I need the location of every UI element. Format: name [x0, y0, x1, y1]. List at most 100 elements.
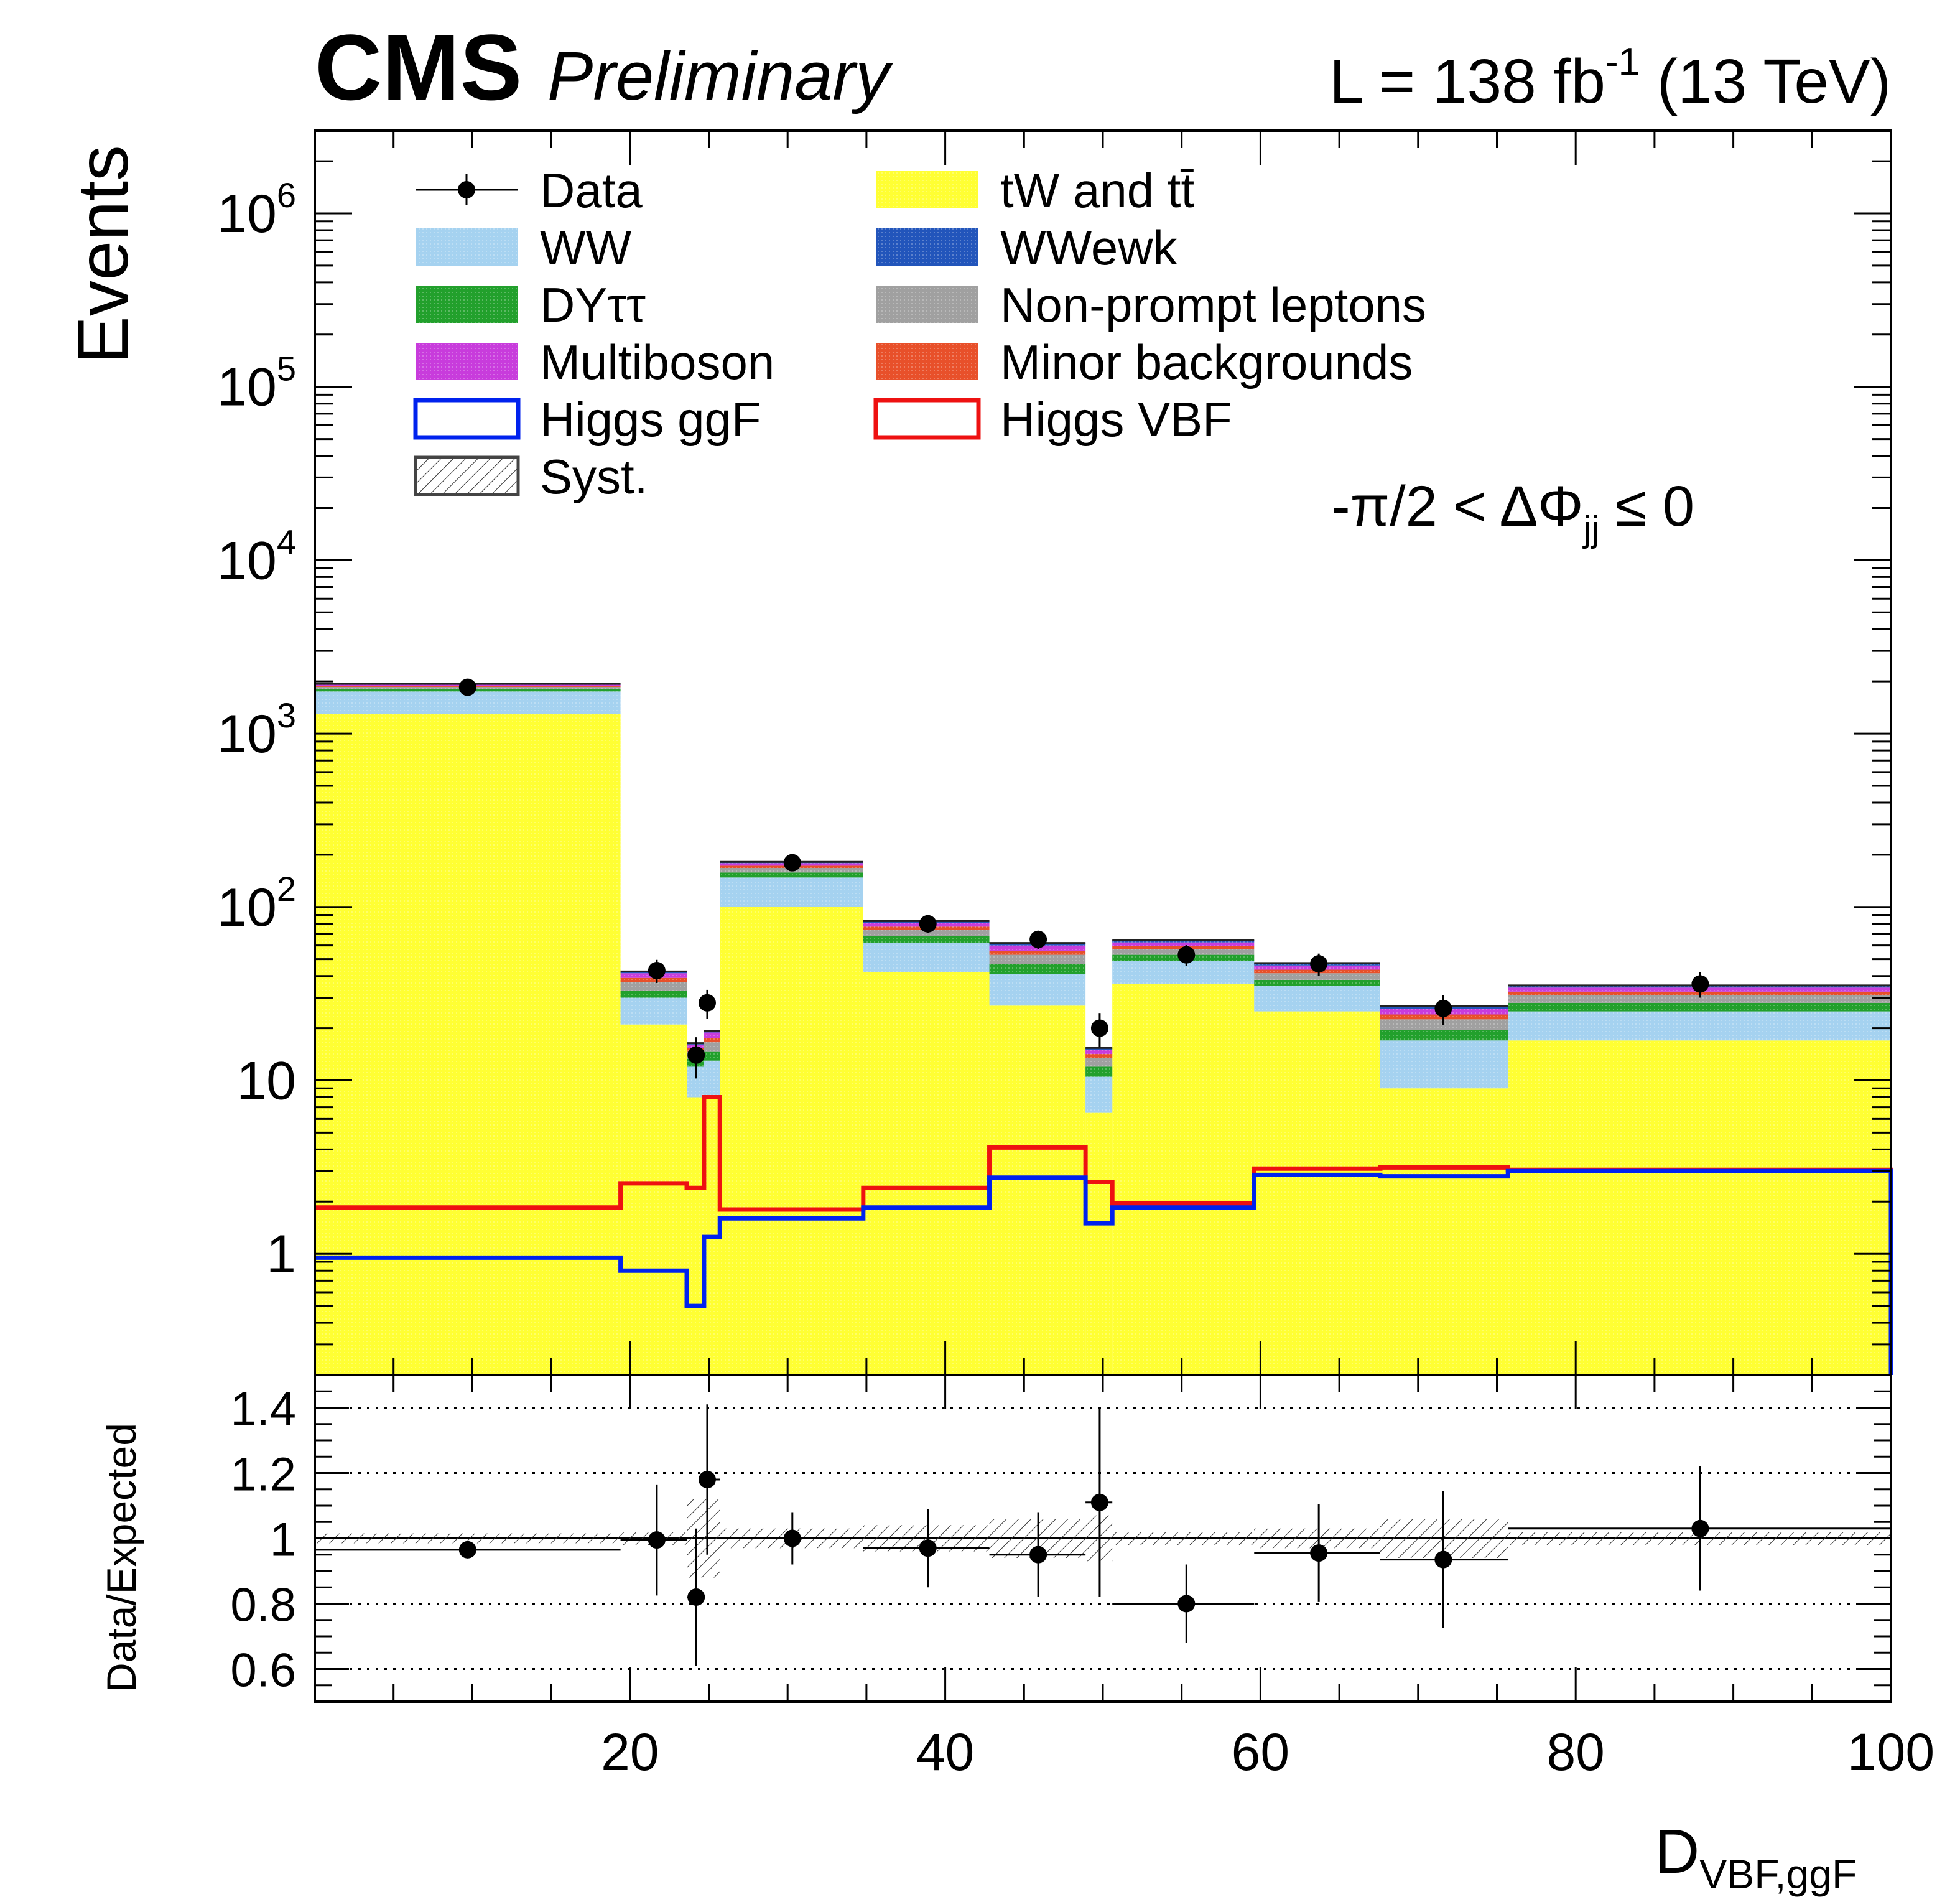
- legend-label-syst: Syst.: [540, 449, 648, 504]
- ratio-point-11: [1691, 1519, 1709, 1537]
- x-tick-label: 60: [1232, 1723, 1289, 1781]
- ratio-y-tick-label: 1.2: [230, 1448, 296, 1501]
- ratio-y-tick-label: 0.8: [230, 1579, 296, 1632]
- bar-texture-tw_tt-bin-2: [687, 1097, 704, 1375]
- legend-swatch-texture-minor: [876, 343, 978, 380]
- bar-texture-dy-bin-3: [704, 1051, 720, 1061]
- bar-texture-wwewk-bin-8: [1112, 939, 1255, 943]
- ratio-point-9: [1310, 1544, 1328, 1562]
- y-tick-label: 104: [217, 522, 296, 590]
- bar-texture-nonprompt-bin-9: [1254, 973, 1380, 980]
- legend-swatch-syst: [414, 455, 520, 496]
- syst-band-bin-8: [1112, 1532, 1255, 1545]
- bar-texture-ww-bin-4: [720, 877, 863, 907]
- bar-texture-nonprompt-bin-7: [1085, 1058, 1113, 1067]
- x-axis-title-sub: VBF,ggF: [1699, 1851, 1857, 1897]
- ratio-point-5: [919, 1539, 937, 1557]
- legend-entry-multiboson: Multiboson: [416, 335, 774, 389]
- legend-entry-tw_tt: tW and tt̄: [876, 163, 1194, 218]
- preliminary-label: Preliminary: [547, 38, 893, 114]
- legend-swatch-texture-ww: [416, 228, 518, 266]
- data-point-10: [1434, 999, 1452, 1017]
- cms-label: CMS: [315, 15, 522, 119]
- y-tick-label: 102: [217, 869, 296, 938]
- y-tick-label: 103: [217, 696, 296, 764]
- bar-texture-dy-bin-9: [1254, 979, 1380, 986]
- legend-label-dy: DYττ: [540, 277, 646, 332]
- legend-entry-higgs_ggf: Higgs ggF: [413, 392, 761, 447]
- y-tick-label-exponent: 3: [277, 696, 296, 735]
- bar-texture-ww-bin-1: [620, 997, 687, 1025]
- lumi-prefix: L = 138 fb: [1329, 47, 1605, 116]
- higgs-ggf-line: [315, 1168, 1893, 1375]
- data-point-0: [458, 678, 476, 696]
- data-point-1: [648, 961, 666, 979]
- bar-texture-tw_tt-bin-5: [863, 972, 990, 1375]
- region-label: -π/2 < ΔΦjj ≤ 0: [1331, 475, 1694, 549]
- y-tick-label-exponent: 4: [277, 522, 296, 561]
- bar-texture-dy-bin-7: [1085, 1066, 1113, 1077]
- region-sub: jj: [1582, 509, 1599, 549]
- data-point-8: [1177, 946, 1196, 964]
- bar-texture-nonprompt-bin-6: [989, 954, 1086, 964]
- bar-texture-tw_tt-bin-10: [1380, 1088, 1508, 1375]
- ratio-point-2: [687, 1588, 705, 1606]
- legend-swatch-texture-dy: [416, 286, 518, 323]
- bar-texture-dy-bin-4: [720, 872, 863, 878]
- data-point-11: [1691, 975, 1709, 993]
- data-point-9: [1310, 955, 1328, 973]
- lumi-exponent: -1: [1605, 40, 1640, 83]
- legend-entry-nonprompt: Non-prompt leptons: [876, 277, 1426, 332]
- ratio-point-0: [458, 1541, 476, 1559]
- bar-texture-minor-bin-1: [620, 977, 687, 982]
- bar-texture-nonprompt-bin-5: [863, 930, 990, 936]
- legend-entry-syst: Syst.: [414, 449, 648, 504]
- bar-texture-ww-bin-9: [1254, 986, 1380, 1012]
- data-point-7: [1090, 1019, 1108, 1037]
- region-suffix: ≤ 0: [1599, 475, 1694, 538]
- y-axis-title-events: Events: [63, 145, 143, 364]
- y-axis-title-ratio: Data/Expected: [98, 1423, 144, 1692]
- bar-texture-nonprompt-bin-1: [620, 982, 687, 991]
- region-prefix: -π/2 < ΔΦ: [1331, 475, 1583, 538]
- x-tick-label: 100: [1847, 1723, 1934, 1781]
- ratio-point-1: [648, 1531, 666, 1549]
- legend-swatch-texture-wwewk: [876, 228, 978, 266]
- bar-texture-tw_tt-bin-6: [989, 1005, 1086, 1375]
- legend-data-marker: [458, 181, 475, 198]
- legend-entry-ww: WW: [416, 220, 632, 275]
- bar-texture-ww-bin-11: [1508, 1011, 1891, 1041]
- y-tick-label: 10: [236, 1051, 296, 1111]
- ratio-point-4: [783, 1529, 801, 1547]
- y-tick-label-base: 10: [217, 878, 277, 938]
- bar-texture-multiboson-bin-8: [1112, 942, 1255, 946]
- bar-texture-ww-bin-8: [1112, 961, 1255, 984]
- bar-texture-nonprompt-bin-11: [1508, 995, 1891, 1003]
- bar-texture-tw_tt-bin-1: [620, 1024, 687, 1375]
- bar-texture-minor-bin-7: [1085, 1054, 1113, 1058]
- bar-texture-dy-bin-6: [989, 964, 1086, 974]
- y-tick-label-exponent: 2: [277, 869, 296, 908]
- x-axis-title: DVBF,ggF: [1655, 1817, 1857, 1897]
- y-tick-label-exponent: 5: [277, 349, 296, 388]
- data-point-4: [783, 854, 801, 872]
- bar-texture-tw_tt-bin-7: [1085, 1112, 1113, 1375]
- legend-label-tw_tt: tW and tt̄: [1000, 163, 1194, 218]
- x-tick-label: 40: [916, 1723, 974, 1781]
- legend-swatch-higgs_vbf: [873, 398, 981, 440]
- bar-texture-ww-bin-3: [704, 1060, 720, 1098]
- bar-texture-ww-bin-7: [1085, 1076, 1113, 1113]
- legend-entry-higgs_vbf: Higgs VBF: [873, 392, 1232, 447]
- legend-entry-minor: Minor backgrounds: [876, 335, 1413, 389]
- y-tick-label-base: 10: [217, 358, 277, 417]
- y-tick-label-base: 10: [217, 531, 277, 590]
- bar-texture-tw_tt-bin-8: [1112, 984, 1255, 1375]
- y-tick-label-base: 10: [217, 184, 277, 244]
- legend-label-higgs_vbf: Higgs VBF: [1000, 392, 1232, 447]
- bar-texture-minor-bin-6: [989, 950, 1086, 955]
- legend-label-higgs_ggf: Higgs ggF: [540, 392, 761, 447]
- bar-texture-tw_tt-bin-0: [315, 714, 621, 1375]
- legend-swatch-texture-tw_tt: [876, 171, 978, 208]
- ratio-point-3: [698, 1471, 716, 1488]
